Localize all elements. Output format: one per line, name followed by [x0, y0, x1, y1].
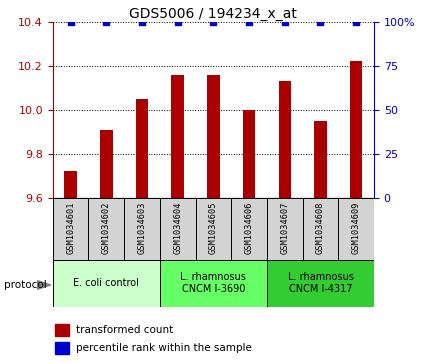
Text: GSM1034603: GSM1034603	[138, 201, 147, 254]
Text: GSM1034609: GSM1034609	[352, 201, 361, 254]
FancyBboxPatch shape	[53, 260, 160, 307]
Bar	[350, 61, 363, 198]
Bar	[55, 342, 69, 354]
Point	[174, 19, 181, 25]
Text: protocol: protocol	[4, 280, 47, 290]
FancyBboxPatch shape	[231, 198, 267, 260]
Text: GSM1034601: GSM1034601	[66, 201, 75, 254]
Text: GSM1034608: GSM1034608	[316, 201, 325, 254]
FancyBboxPatch shape	[303, 198, 338, 260]
Text: GSM1034602: GSM1034602	[102, 201, 111, 254]
Point	[352, 19, 359, 25]
Bar	[55, 324, 69, 335]
Point	[317, 19, 324, 25]
Polygon shape	[37, 281, 51, 289]
Bar	[172, 75, 184, 198]
Text: percentile rank within the sample: percentile rank within the sample	[77, 343, 252, 353]
Text: GSM1034606: GSM1034606	[245, 201, 253, 254]
Text: L. rhamnosus
CNCM I-3690: L. rhamnosus CNCM I-3690	[180, 272, 246, 294]
Point	[139, 19, 146, 25]
Text: E. coli control: E. coli control	[73, 278, 139, 288]
Point	[281, 19, 288, 25]
Title: GDS5006 / 194234_x_at: GDS5006 / 194234_x_at	[129, 7, 297, 21]
Bar	[100, 130, 113, 198]
FancyBboxPatch shape	[53, 198, 88, 260]
Bar	[207, 75, 220, 198]
Point	[67, 19, 74, 25]
Text: GSM1034607: GSM1034607	[280, 201, 289, 254]
Text: transformed count: transformed count	[77, 325, 174, 335]
Text: GSM1034604: GSM1034604	[173, 201, 182, 254]
FancyBboxPatch shape	[160, 198, 195, 260]
Bar	[279, 81, 291, 198]
FancyBboxPatch shape	[160, 260, 267, 307]
FancyBboxPatch shape	[338, 198, 374, 260]
FancyBboxPatch shape	[195, 198, 231, 260]
Point	[246, 19, 253, 25]
FancyBboxPatch shape	[124, 198, 160, 260]
FancyBboxPatch shape	[267, 198, 303, 260]
Bar	[64, 171, 77, 198]
Bar	[314, 121, 327, 198]
Point	[103, 19, 110, 25]
Point	[210, 19, 217, 25]
FancyBboxPatch shape	[267, 260, 374, 307]
Bar	[243, 110, 255, 198]
Text: GSM1034605: GSM1034605	[209, 201, 218, 254]
Bar	[136, 99, 148, 198]
Text: L. rhamnosus
CNCM I-4317: L. rhamnosus CNCM I-4317	[287, 272, 353, 294]
FancyBboxPatch shape	[88, 198, 124, 260]
